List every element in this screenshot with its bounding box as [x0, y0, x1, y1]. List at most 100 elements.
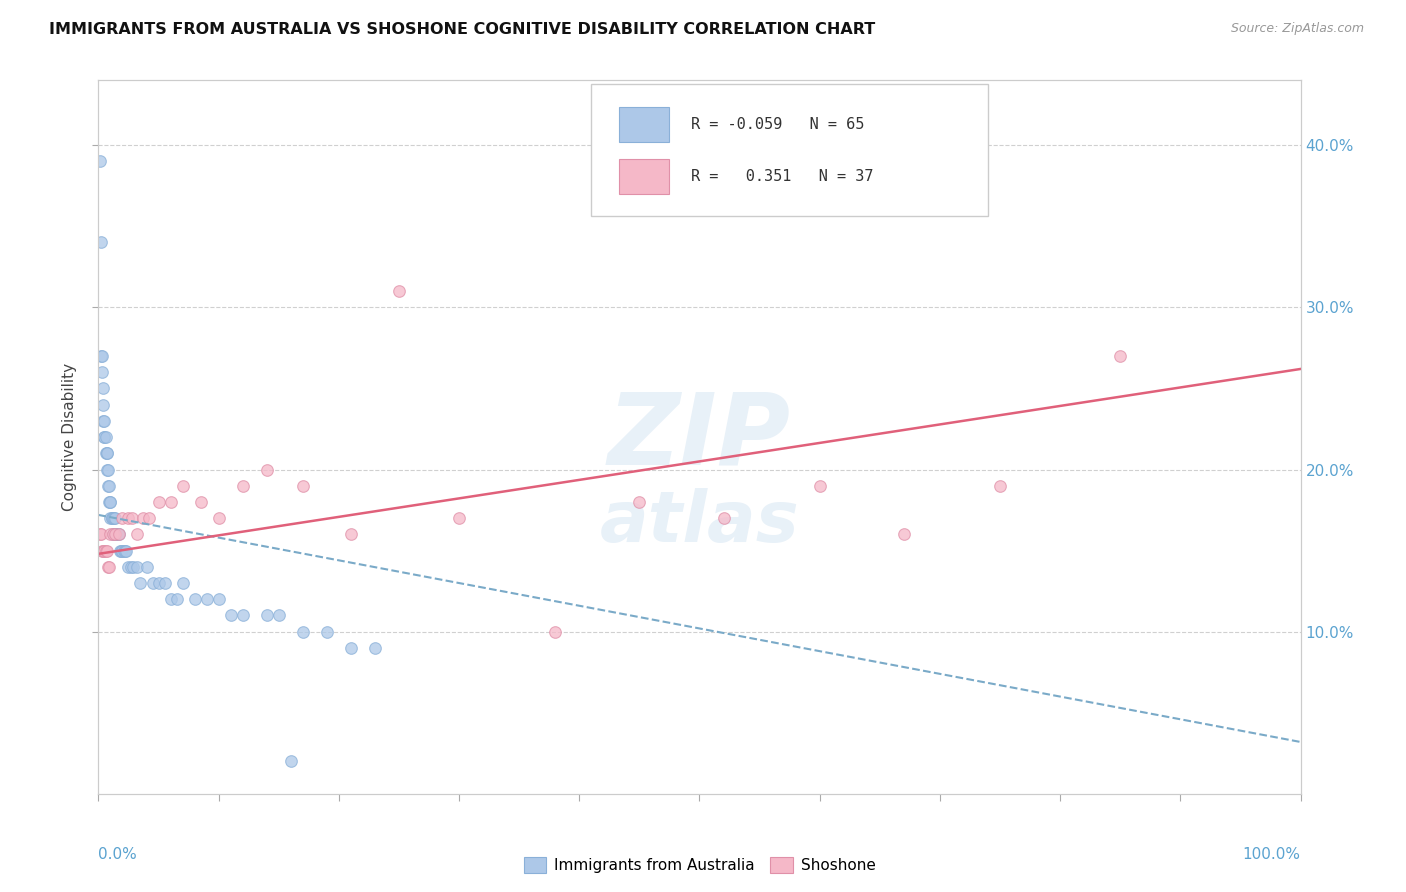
Point — [988, 479, 1011, 493]
Point — [101, 527, 124, 541]
Point — [96, 543, 118, 558]
Point — [93, 543, 115, 558]
Point — [89, 527, 111, 541]
Point — [96, 446, 118, 460]
Point — [183, 592, 205, 607]
Point — [97, 479, 120, 493]
Y-axis label: Cognitive Disability: Cognitive Disability — [62, 363, 77, 511]
Point — [148, 576, 170, 591]
Point — [97, 462, 120, 476]
Point — [91, 414, 114, 428]
Point — [232, 479, 254, 493]
Text: atlas: atlas — [599, 488, 800, 558]
Point — [291, 624, 314, 639]
Point — [101, 511, 124, 525]
Point — [91, 349, 114, 363]
Point — [256, 462, 278, 476]
Text: R =   0.351   N = 37: R = 0.351 N = 37 — [692, 169, 873, 184]
Point — [90, 349, 112, 363]
Point — [98, 479, 121, 493]
Point — [90, 235, 112, 250]
Point — [280, 755, 302, 769]
Point — [100, 495, 122, 509]
Point — [340, 527, 363, 541]
Point — [117, 559, 139, 574]
Point — [111, 511, 134, 525]
Point — [101, 527, 124, 541]
Point — [141, 576, 163, 591]
Point — [94, 543, 117, 558]
Point — [808, 479, 831, 493]
Legend: Immigrants from Australia, Shoshone: Immigrants from Australia, Shoshone — [517, 851, 882, 879]
Point — [107, 527, 129, 541]
Point — [166, 592, 188, 607]
Point — [315, 624, 337, 639]
Point — [172, 576, 194, 591]
Point — [122, 559, 145, 574]
Point — [267, 608, 290, 623]
Point — [713, 511, 735, 525]
Point — [129, 576, 152, 591]
Point — [138, 511, 160, 525]
Point — [135, 559, 157, 574]
Point — [103, 527, 125, 541]
Point — [388, 284, 411, 298]
Text: ZIP: ZIP — [607, 389, 792, 485]
Point — [114, 543, 136, 558]
Point — [110, 543, 132, 558]
Point — [447, 511, 470, 525]
Point — [93, 414, 115, 428]
Point — [1109, 349, 1132, 363]
Text: IMMIGRANTS FROM AUSTRALIA VS SHOSHONE COGNITIVE DISABILITY CORRELATION CHART: IMMIGRANTS FROM AUSTRALIA VS SHOSHONE CO… — [49, 22, 876, 37]
Point — [89, 154, 111, 169]
Point — [208, 511, 231, 525]
Point — [100, 511, 122, 525]
Text: Source: ZipAtlas.com: Source: ZipAtlas.com — [1230, 22, 1364, 36]
Point — [104, 527, 127, 541]
Point — [98, 495, 121, 509]
Point — [108, 527, 131, 541]
Point — [104, 527, 127, 541]
Point — [108, 527, 131, 541]
Point — [96, 446, 118, 460]
Point — [340, 640, 363, 655]
Point — [93, 430, 115, 444]
Point — [105, 527, 128, 541]
Point — [172, 479, 194, 493]
Point — [159, 495, 181, 509]
Point — [100, 495, 122, 509]
Point — [153, 576, 176, 591]
Point — [364, 640, 387, 655]
Point — [125, 559, 148, 574]
Point — [125, 527, 148, 541]
Point — [291, 479, 314, 493]
Point — [103, 511, 125, 525]
Point — [121, 511, 143, 525]
Point — [91, 365, 114, 379]
Point — [159, 592, 181, 607]
Point — [195, 592, 218, 607]
Point — [256, 608, 278, 623]
FancyBboxPatch shape — [619, 159, 669, 194]
Point — [91, 398, 114, 412]
Point — [100, 511, 122, 525]
Point — [105, 527, 128, 541]
Text: 0.0%: 0.0% — [98, 847, 138, 863]
Point — [132, 511, 155, 525]
Point — [100, 527, 122, 541]
Point — [628, 495, 651, 509]
Point — [91, 381, 114, 395]
Point — [117, 511, 139, 525]
FancyBboxPatch shape — [619, 107, 669, 143]
Point — [208, 592, 231, 607]
Point — [120, 559, 142, 574]
Point — [111, 543, 134, 558]
Point — [232, 608, 254, 623]
Point — [544, 624, 567, 639]
Point — [112, 543, 135, 558]
Point — [893, 527, 915, 541]
Point — [104, 511, 127, 525]
Text: R = -0.059   N = 65: R = -0.059 N = 65 — [692, 117, 865, 132]
Point — [219, 608, 242, 623]
Text: 100.0%: 100.0% — [1243, 847, 1301, 863]
